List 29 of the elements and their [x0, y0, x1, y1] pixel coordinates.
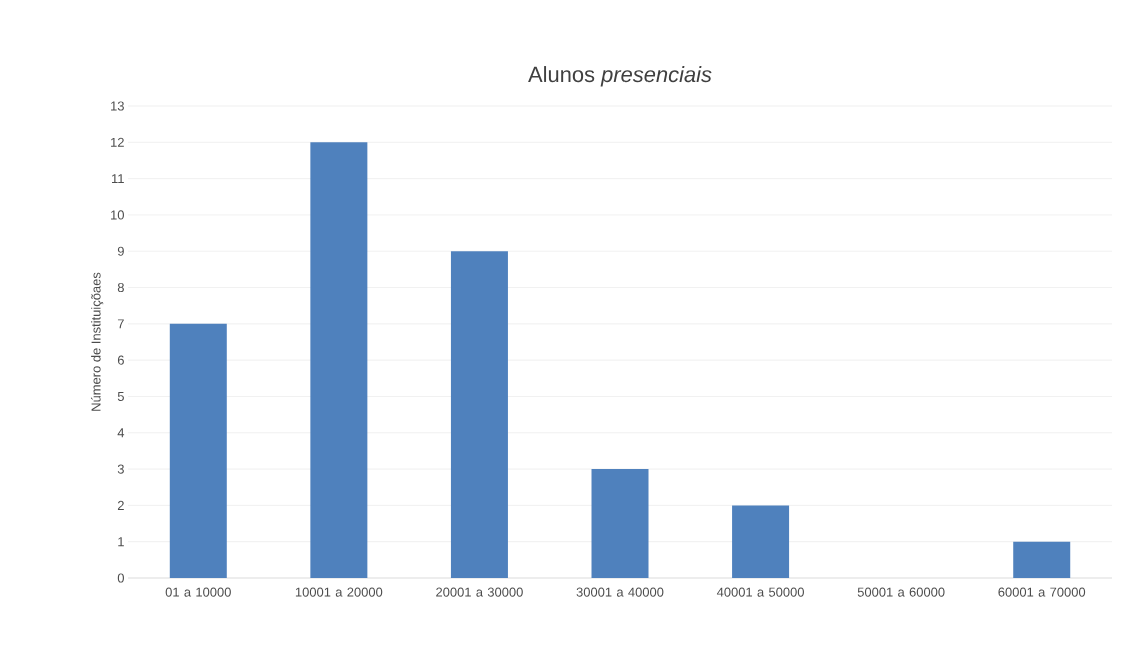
y-tick-label: 6 [117, 355, 124, 365]
y-tick-label: 8 [117, 282, 124, 293]
x-tick-label: 10001 a 20000 [295, 587, 383, 597]
y-tick-label: 1 [118, 537, 124, 547]
chart-title: Alunos presenciais [528, 66, 712, 87]
y-tick-label: 3 [117, 464, 124, 474]
bar [169, 323, 227, 578]
y-tick-label: 7 [117, 319, 124, 329]
bar [591, 469, 649, 578]
y-tick-label: 4 [117, 428, 125, 438]
x-tick-label: 40001 a 50000 [716, 587, 804, 597]
y-tick-label: 13 [111, 101, 124, 111]
bar [1013, 541, 1071, 578]
y-tick-label: 12 [111, 137, 124, 147]
y-tick-label: 2 [117, 500, 124, 510]
x-tick-label: 60001 a 70000 [998, 587, 1086, 597]
y-tick-label: 10 [111, 210, 124, 220]
bar [732, 505, 790, 578]
y-tick-label: 9 [117, 246, 124, 256]
y-tick-label: 5 [117, 391, 124, 401]
bar [450, 251, 508, 578]
y-tick-label: 0 [117, 573, 124, 583]
x-tick-label: 50001 a 60000 [857, 587, 945, 597]
y-axis-title: Número de Instituiçõaes [90, 272, 104, 411]
x-tick-label: 20001 a 30000 [436, 587, 523, 597]
bar [310, 142, 368, 578]
x-tick-label: 01 a 10000 [165, 587, 231, 597]
x-tick-label: 30001 a 40000 [576, 587, 664, 597]
y-tick-label: 11 [112, 174, 124, 184]
